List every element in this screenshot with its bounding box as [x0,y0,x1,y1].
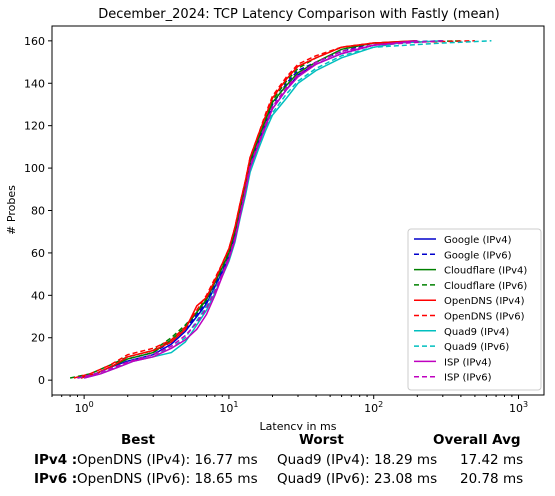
y-tick-label: 100 [24,162,45,175]
x-tick-label: 102 [364,400,383,415]
ipv6-row-label: IPv6 : [34,471,78,487]
legend-label: OpenDNS (IPv6) [444,312,525,323]
ipv6-avg: 20.78 ms [460,471,524,487]
x-axis: 100 101 102 103 [51,395,528,415]
series-line-2 [77,40,418,379]
legend-label: Quad9 (IPv6) [444,342,509,353]
ipv4-best: OpenDNS (IPv4): 16.77 ms [77,452,258,468]
series-line-1 [77,40,443,379]
legend-label: Cloudflare (IPv4) [444,266,527,277]
y-tick-label: 40 [31,289,45,302]
chart-title: December_2024: TCP Latency Comparison wi… [98,7,500,22]
legend: Google (IPv4) Google (IPv6) Cloudflare (IP… [407,228,542,391]
y-axis-label: # Probes [5,185,18,235]
legend-label: Google (IPv6) [444,250,512,261]
ipv4-avg: 17.42 ms [460,452,524,468]
legend-label: OpenDNS (IPv4) [444,296,525,307]
legend-label: ISP (IPv6) [444,373,492,384]
legend-label: ISP (IPv4) [444,357,492,368]
legend-label: Cloudflare (IPv6) [444,281,527,292]
ipv4-worst: Quad9 (IPv4): 18.29 ms [277,452,438,468]
y-axis: 0 20 40 60 80 100 120 140 160 [24,35,52,387]
y-tick-label: 120 [24,120,45,133]
y-tick-label: 60 [31,247,45,260]
series-line-9 [77,40,443,379]
series-line-0 [80,40,418,379]
y-tick-label: 0 [38,374,45,387]
best-header: Best [121,432,155,448]
series-line-8 [83,40,418,379]
legend-label: Google (IPv4) [444,235,512,246]
x-tick-label: 103 [509,400,528,415]
x-tick-label: 101 [219,400,238,415]
latency-chart: December_2024: TCP Latency Comparison wi… [5,7,545,430]
series-line-6 [83,40,443,379]
ipv6-worst: Quad9 (IPv6): 23.08 ms [277,471,438,487]
series-line-3 [69,40,461,379]
legend-label: Quad9 (IPv4) [444,327,509,338]
series-line-4 [80,40,418,379]
y-tick-label: 160 [24,35,45,48]
y-tick-label: 140 [24,77,45,90]
y-tick-label: 20 [31,332,45,345]
ipv6-best: OpenDNS (IPv6): 18.65 ms [77,471,258,487]
summary-table: Best Worst Overall Avg IPv4 : OpenDNS (I… [0,428,555,496]
x-tick-label: 100 [75,400,94,415]
avg-header: Overall Avg [433,432,521,448]
worst-header: Worst [299,432,344,448]
y-tick-label: 80 [31,205,45,218]
x-axis-label: Latency in ms [260,420,337,430]
series-layer [69,40,492,379]
ipv4-row-label: IPv4 : [34,452,78,468]
legend-box [407,228,542,391]
series-line-5 [73,40,475,379]
